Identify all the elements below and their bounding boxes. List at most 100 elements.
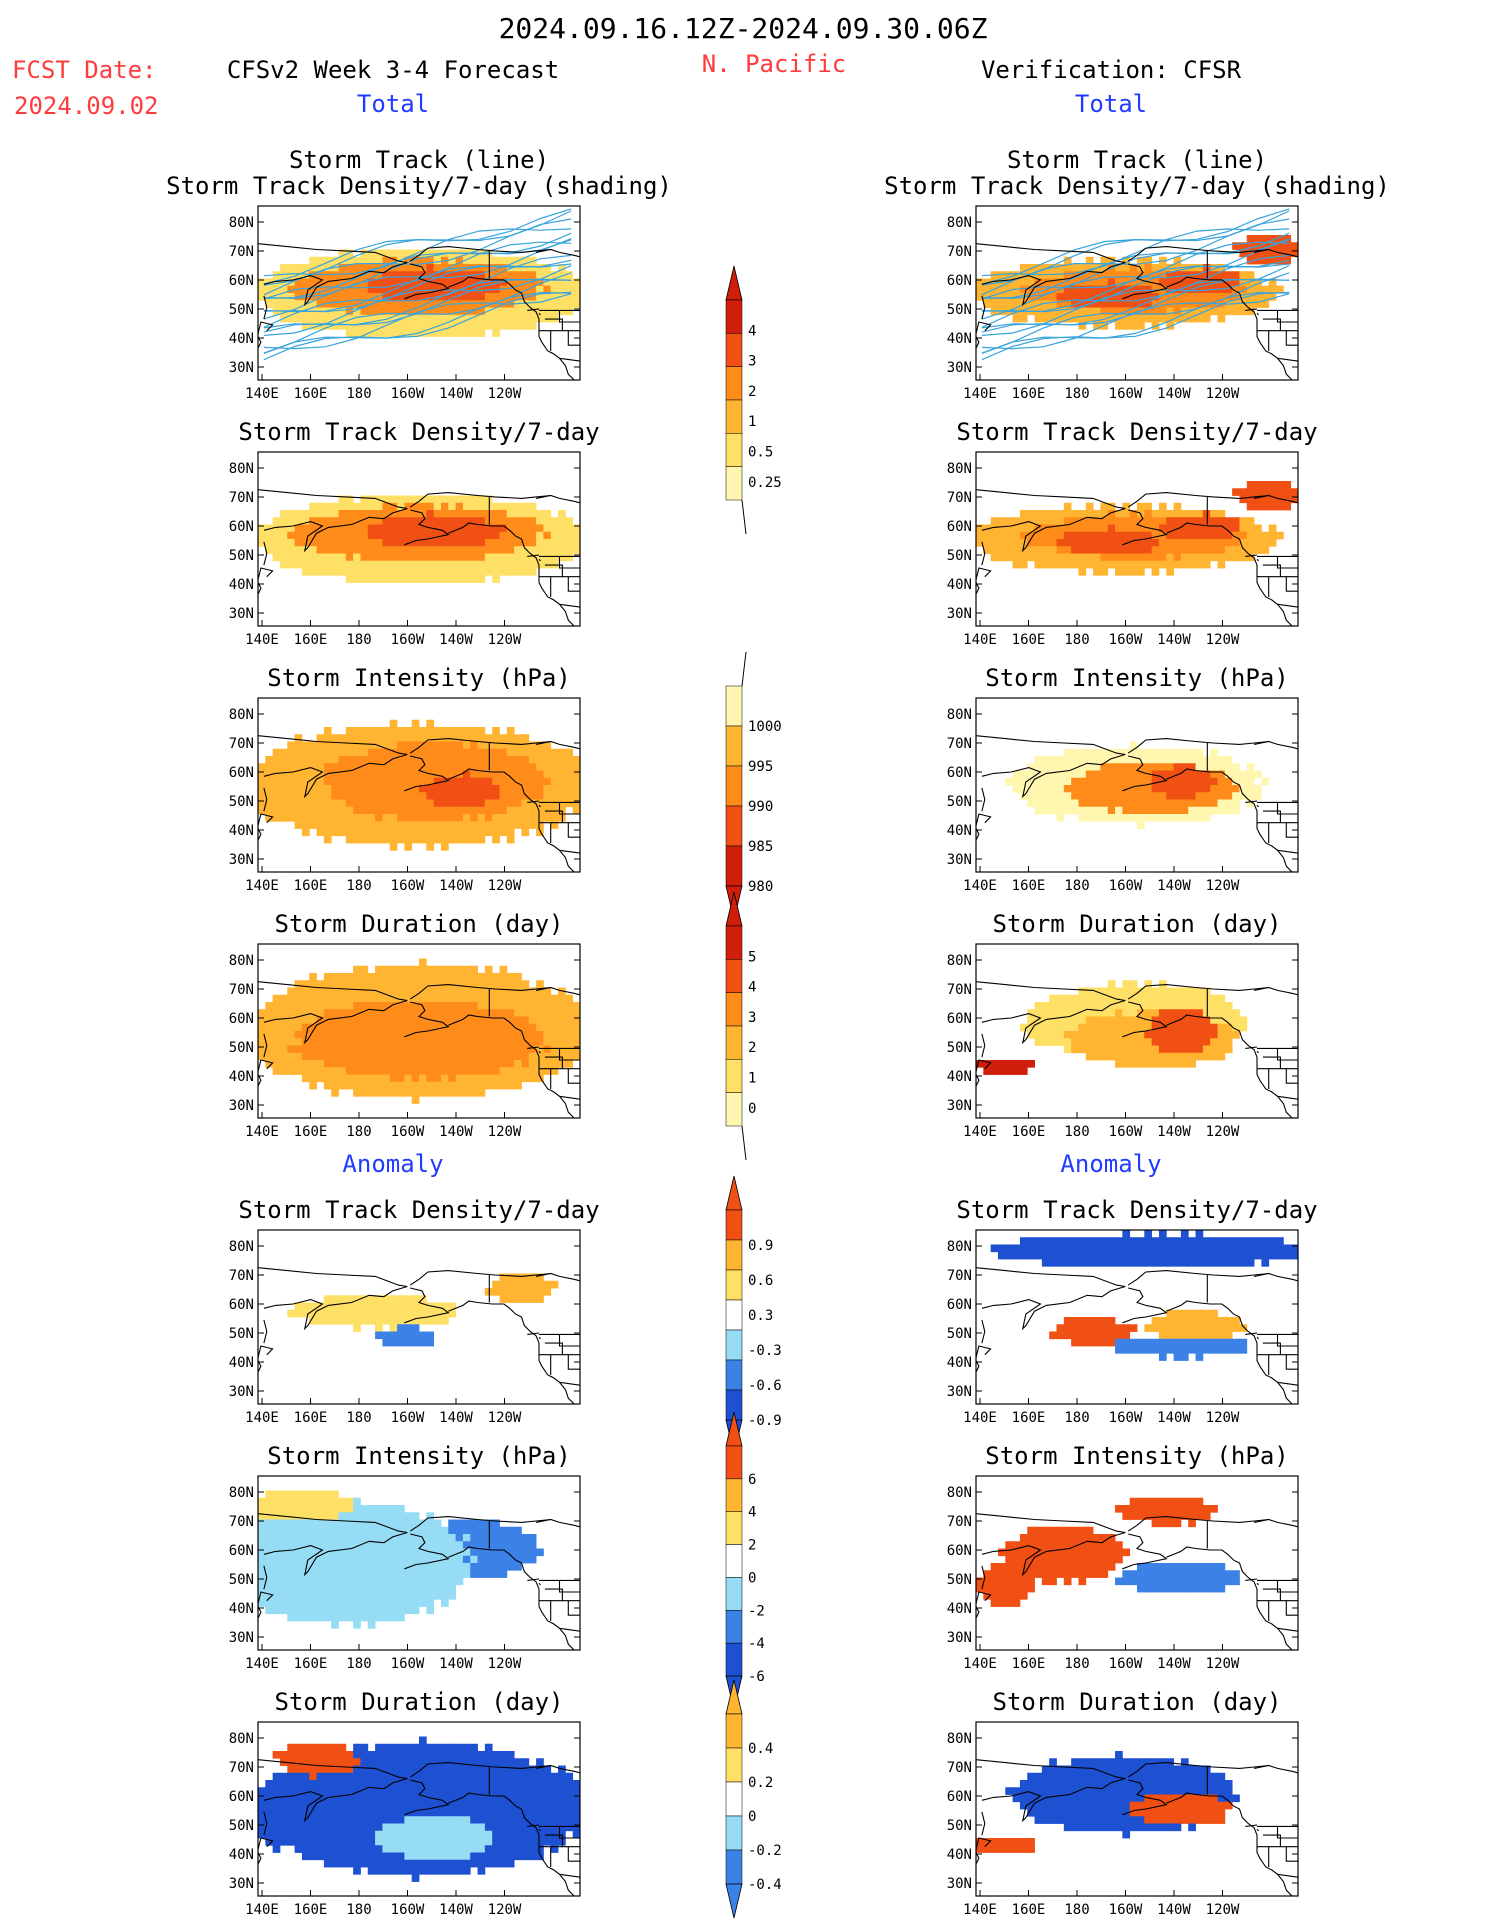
shade-cell [397,1563,405,1571]
shade-cell [1100,1548,1109,1557]
shade-cell [389,1038,398,1046]
shade-cell [477,987,486,996]
shade-cell [433,1052,442,1061]
shade-cell [1056,799,1065,808]
shade-cell [258,1570,266,1578]
shade-cell [506,1060,515,1068]
shade-cell [477,1002,486,1010]
shade-cell [287,1031,295,1039]
shade-cell [455,994,464,1003]
shade-cell [1100,1555,1109,1564]
lon-tick-label: 160W [1109,878,1143,894]
coastline [1285,1068,1298,1084]
shade-cell [448,1045,456,1054]
shade-cell [514,1548,522,1557]
coastline [1262,1056,1281,1069]
shade-cell [440,314,449,323]
shade-cell [323,502,332,511]
shade-cell [397,1599,405,1607]
shade-cell [1019,560,1028,569]
shade-cell [565,799,574,808]
shade-cell [360,973,369,981]
shade-cell [419,1089,427,1097]
lon-tick-label: 180 [346,1124,371,1140]
shade-cell [1129,1512,1138,1520]
shade-cell [411,727,420,735]
shade-cell [1063,1563,1072,1571]
shade-cell [1137,1259,1145,1267]
shade-cell [1027,799,1035,808]
shade-cell [1158,278,1167,287]
shade-cell [1100,539,1109,547]
shade-cell [360,821,369,829]
shade-cell [1034,792,1043,800]
shade-cell [426,285,435,294]
shade-cell [382,1016,391,1025]
lat-tick-label: 30N [229,360,254,376]
shade-cell [499,1002,508,1010]
shade-cell [316,1002,325,1010]
panel-title: Storm Track (line) [289,146,549,174]
shade-cell [997,1592,1006,1600]
shade-cell [514,1541,522,1549]
shade-cell [1137,777,1145,786]
shade-cell [514,777,522,786]
shade-cell [1246,1237,1255,1245]
shade-cell [1224,1244,1233,1253]
coastline [1127,738,1269,754]
shade-cell [360,300,369,308]
shade-cell [360,741,369,750]
shade-cell [521,1555,530,1564]
shade-cell [521,799,530,808]
shade-cell [514,322,522,330]
shade-cell [1144,307,1153,316]
shade-cell [1188,524,1196,533]
shade-cell [375,1295,383,1303]
shade-cell [492,1023,500,1032]
shade-cell [1173,1002,1182,1010]
shade-cell [411,322,420,330]
shade-cell [1129,264,1138,272]
shade-cell [1224,1237,1233,1245]
shade-cell [477,314,486,323]
shade-cell [404,1023,413,1032]
shade-cell [1173,1023,1182,1032]
shade-cell [1246,256,1255,265]
shade-cell [1049,300,1057,308]
shade-cell [382,1338,391,1347]
shade-cell [1144,1230,1153,1238]
shade-cell [484,980,493,988]
shade-cell [1202,1009,1211,1017]
shade-cell [521,517,530,525]
shade-cell [1210,553,1218,562]
shade-cell [1063,1577,1072,1586]
shade-cell [375,1548,383,1557]
shade-cell [506,1541,515,1549]
shade-cell [470,1548,478,1557]
shade-cell [499,770,508,779]
shade-cell [294,1570,303,1578]
shade-cell [323,531,332,540]
shade-cell [1107,777,1116,786]
shade-cell [279,770,288,779]
shade-cell [433,994,442,1003]
shade-cell [499,271,508,279]
shade-cell [514,821,522,829]
shade-cell [543,1002,552,1010]
shade-cell [1027,285,1035,294]
shade-cell [1019,264,1028,272]
shade-cell [411,1067,420,1075]
shade-cell [550,777,559,786]
shade-cell [1049,1259,1057,1267]
shade-cell [404,1606,413,1615]
shade-cell [1071,1331,1079,1340]
shade-cell [462,285,471,294]
shade-cell [433,987,442,996]
shade-cell [404,1081,413,1090]
shade-cell [455,531,464,540]
shade-cell [1056,553,1065,562]
shade-cell [389,539,398,547]
shade-cell [375,1584,383,1593]
shade-cell [1224,1002,1233,1010]
shade-cell [1027,1555,1035,1564]
